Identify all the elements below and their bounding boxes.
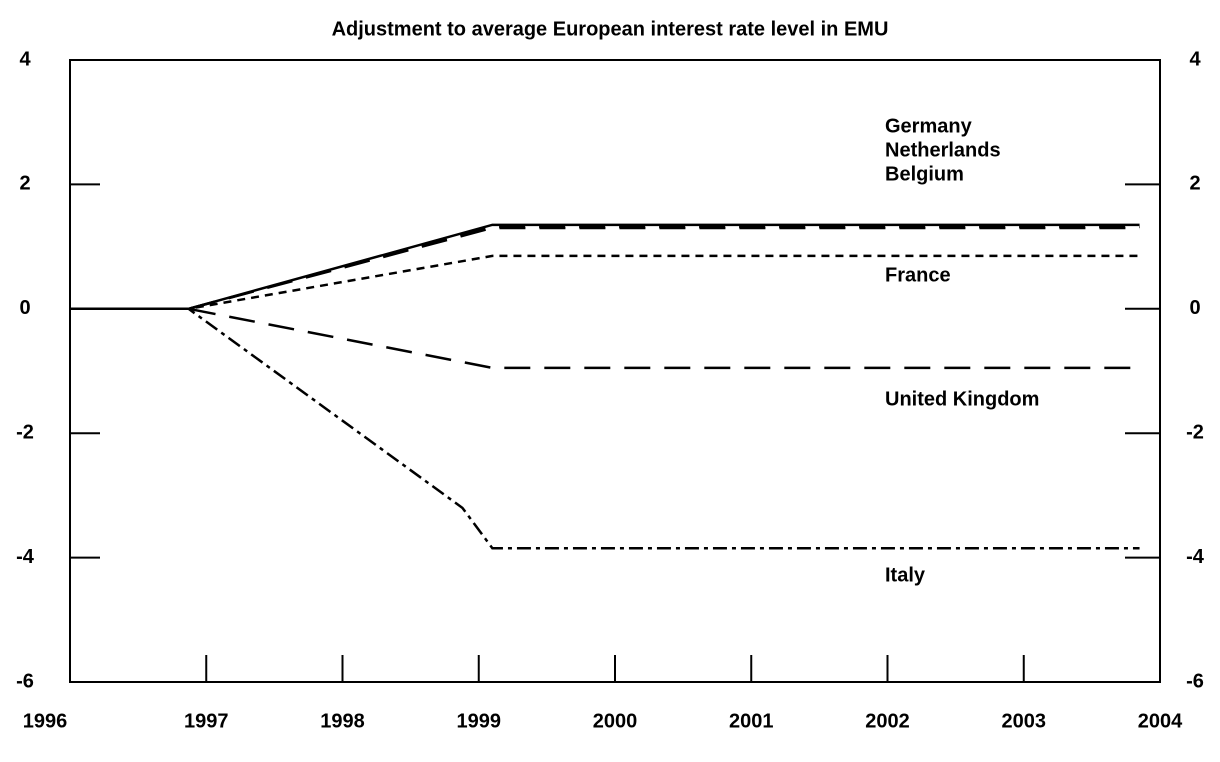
x-tick-label: 2002: [865, 710, 910, 732]
series-line: [70, 307, 1140, 550]
y2-tick-label: -4: [1186, 546, 1205, 568]
y-tick-label: -4: [16, 546, 35, 568]
y2-tick-label: 2: [1189, 173, 1200, 195]
x-tick-label: 1998: [320, 710, 365, 732]
series-label: France: [885, 264, 951, 286]
y2-tick-label: -2: [1186, 421, 1204, 443]
chart-title: Adjustment to average European interest …: [332, 18, 889, 40]
y-tick-label: 0: [19, 297, 30, 319]
y-tick-label: 2: [19, 173, 30, 195]
x-tick-label: 1996: [23, 710, 68, 732]
series-line: [70, 225, 1140, 311]
y-tick-label: -6: [16, 670, 34, 692]
y-tick-label: 4: [19, 48, 31, 70]
series-label: Netherlands: [885, 139, 1001, 161]
x-tick-label: 1999: [457, 710, 502, 732]
series-label: Italy: [885, 564, 926, 586]
x-tick-label: 1997: [184, 710, 229, 732]
series-label: United Kingdom: [885, 388, 1039, 410]
series-label: Germany: [885, 115, 973, 137]
series-label: Belgium: [885, 163, 964, 185]
y-tick-label: -2: [16, 421, 34, 443]
x-tick-label: 2004: [1138, 710, 1183, 732]
x-tick-label: 2003: [1002, 710, 1047, 732]
y2-tick-label: 4: [1189, 48, 1201, 70]
x-tick-label: 2001: [729, 710, 774, 732]
x-tick-label: 2000: [593, 710, 638, 732]
y2-tick-label: 0: [1189, 297, 1200, 319]
series-line: [70, 254, 1140, 311]
y2-tick-label: -6: [1186, 670, 1204, 692]
